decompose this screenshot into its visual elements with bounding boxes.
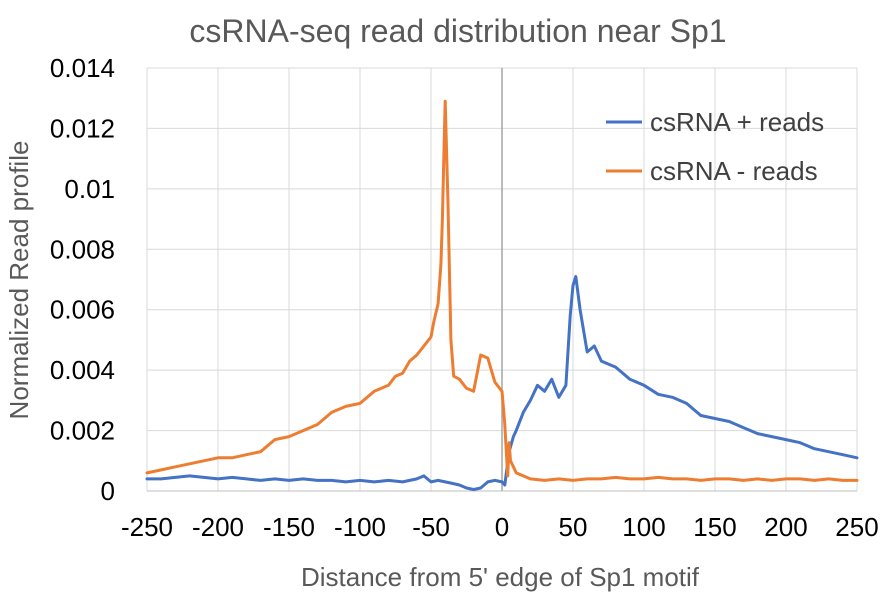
x-tick-label: 0 bbox=[495, 512, 509, 542]
y-tick-label: 0.014 bbox=[50, 53, 115, 83]
x-tick-label: 250 bbox=[835, 512, 878, 542]
y-tick-label: 0.002 bbox=[50, 416, 115, 446]
series-line-0 bbox=[145, 275, 859, 491]
tick-labels: -250 -200 -150 -100 -50 0 50 100 150 200 250 0 0.002… bbox=[50, 53, 879, 542]
y-tick-label: 0.012 bbox=[50, 113, 115, 143]
y-tick-label: 0 bbox=[101, 476, 115, 506]
series-line-1 bbox=[145, 99, 859, 482]
axes bbox=[147, 68, 857, 492]
x-tick-label: -50 bbox=[412, 512, 450, 542]
x-tick-label: -150 bbox=[263, 512, 315, 542]
y-tick-label: 0.004 bbox=[50, 355, 115, 385]
x-axis-label: Distance from 5' edge of Sp1 motif bbox=[301, 562, 700, 592]
legend-label-1: csRNA - reads bbox=[650, 156, 818, 186]
x-tick-label: -200 bbox=[192, 512, 244, 542]
x-tick-label: -100 bbox=[334, 512, 386, 542]
data-series bbox=[145, 99, 859, 491]
chart-title: csRNA-seq read distribution near Sp1 bbox=[189, 13, 726, 49]
y-tick-label: 0.008 bbox=[50, 234, 115, 264]
legend: csRNA + reads csRNA - reads bbox=[606, 107, 824, 186]
y-axis-label: Normalized Read profile bbox=[4, 141, 34, 420]
x-tick-label: -250 bbox=[121, 512, 173, 542]
x-tick-label: 100 bbox=[622, 512, 665, 542]
y-tick-label: 0.006 bbox=[50, 295, 115, 325]
x-tick-label: 150 bbox=[693, 512, 736, 542]
x-tick-label: 200 bbox=[764, 512, 807, 542]
y-tick-label: 0.01 bbox=[64, 174, 115, 204]
legend-label-0: csRNA + reads bbox=[650, 107, 824, 137]
x-tick-label: 50 bbox=[559, 512, 588, 542]
